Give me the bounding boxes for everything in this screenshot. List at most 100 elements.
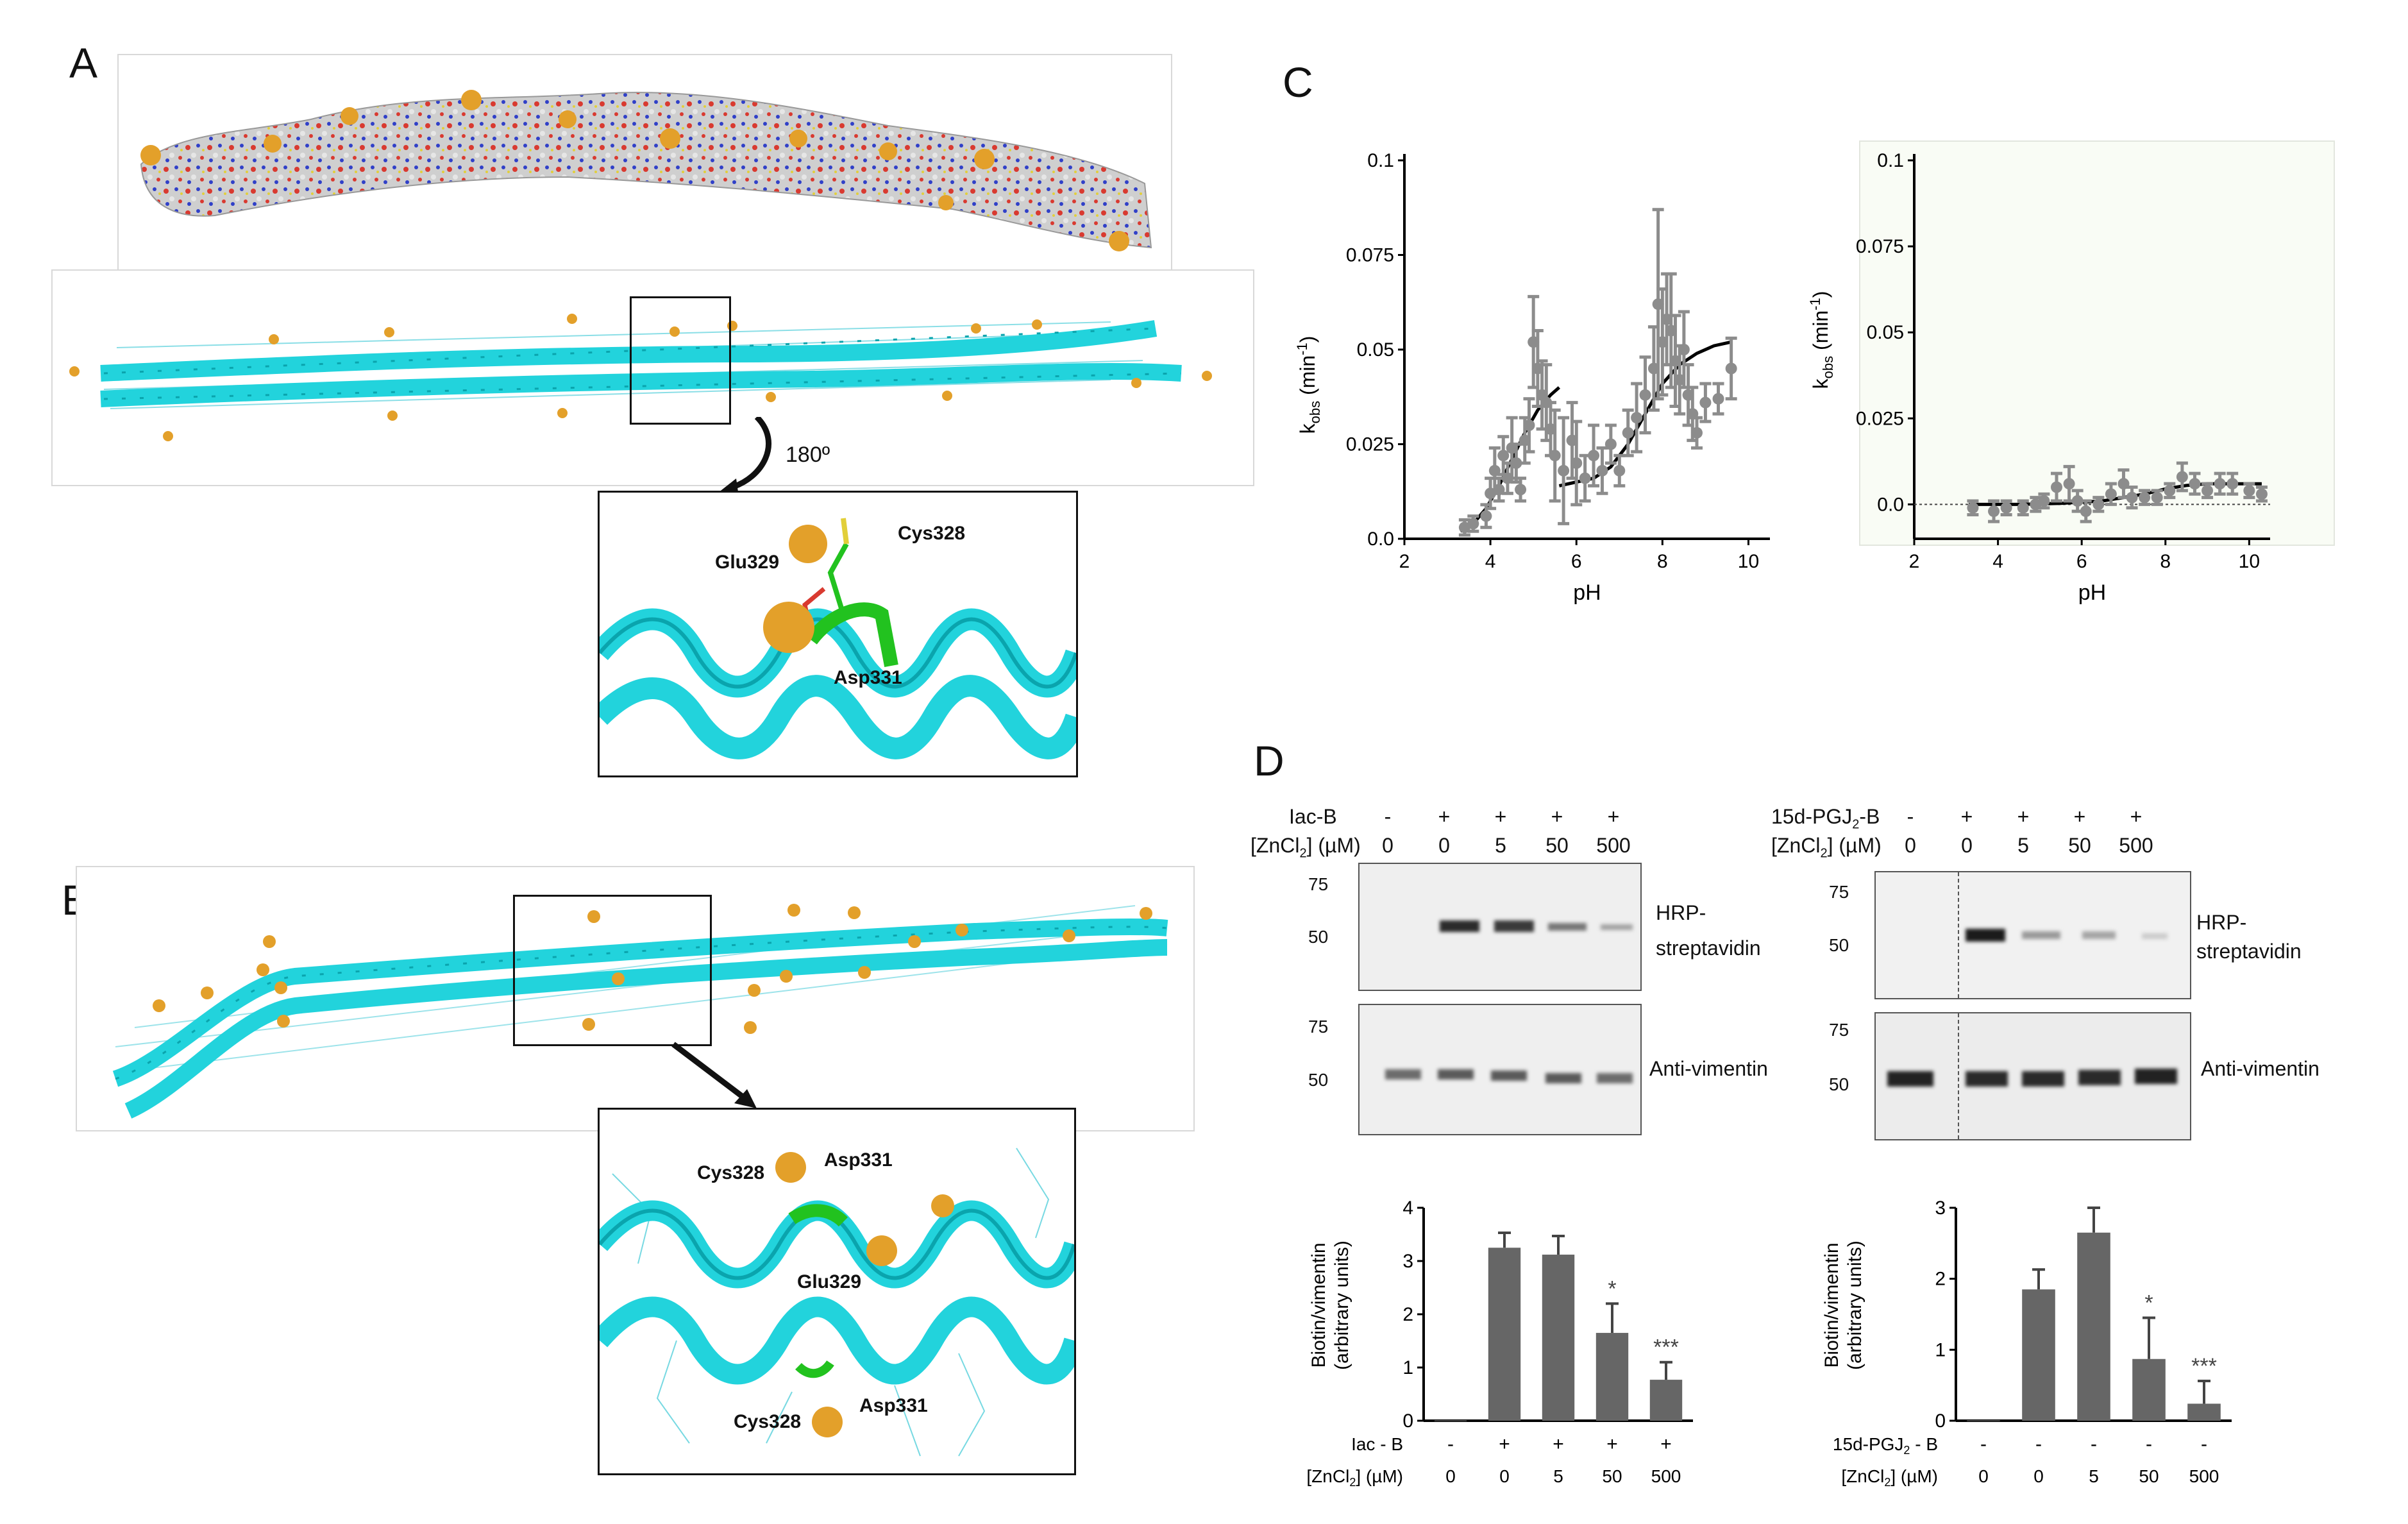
hrp-label-left-2: streptavidin (1656, 936, 1761, 960)
bar-conc-label: 0 (2033, 1466, 2044, 1486)
reagent-sign: - (1384, 805, 1392, 828)
data-point (2038, 495, 2050, 507)
data-point (2105, 488, 2117, 500)
significance-label: * (1608, 1276, 1616, 1301)
data-point (2214, 478, 2226, 490)
hrp-label-right-2: streptavidin (2196, 940, 2302, 963)
reagent-sign: + (1438, 805, 1451, 828)
bar-ylabel-right-2: (arbitrary units) (1844, 1240, 1865, 1370)
rotation-label: 180º (786, 443, 830, 467)
bar-conc-label: 0 (1978, 1466, 1989, 1486)
panel-label-a: A (69, 39, 98, 87)
bar-reagent-sign: - (1447, 1434, 1454, 1455)
zoom-inset-a (591, 491, 1087, 777)
data-point (1523, 419, 1535, 431)
x-tick-label: 4 (1992, 551, 2003, 572)
band (1491, 1071, 1527, 1081)
bar-conc-label: 50 (1602, 1466, 1622, 1486)
bar-reagent-sign: + (1660, 1434, 1672, 1455)
data-point (2126, 491, 2138, 504)
data-point (2255, 488, 2268, 500)
surface-structure-frame (117, 54, 1172, 272)
conc-value: 0 (1961, 834, 1973, 857)
y-tick-label: 0 (1402, 1410, 1413, 1432)
x-tick-label: 8 (2160, 551, 2171, 572)
data-point (2051, 481, 2062, 493)
x-tick-label: 2 (1399, 551, 1410, 572)
data-point (1579, 472, 1591, 484)
bar-ylabel-right-1: Biotin/vimentin (1821, 1242, 1842, 1367)
conc-label-right: [ZnCl2] (µM) (1771, 834, 1882, 861)
y-tick-label: 0.0 (1367, 529, 1394, 550)
bar (1649, 1380, 1683, 1421)
reagent-sign: + (2017, 805, 2030, 828)
bar-xlabel-conc-right: [ZnCl2] (µM) (1841, 1466, 1938, 1489)
bar-conc-label: 0 (1445, 1466, 1456, 1486)
band (1597, 1073, 1633, 1083)
data-point (1712, 393, 1724, 405)
bar (2132, 1359, 2166, 1421)
significance-label: *** (2191, 1354, 2217, 1378)
x-tick-label: 6 (2076, 551, 2087, 572)
residue-label-glu329: Glu329 (715, 552, 780, 573)
data-point (2000, 502, 2012, 514)
bar-reagent-sign: + (1606, 1434, 1618, 1455)
bar (1542, 1255, 1575, 1421)
reagent-sign-row-right: - + + + + (1882, 805, 2164, 831)
bar-reagent-sign: - (2091, 1434, 2097, 1455)
data-point (2139, 491, 2151, 504)
residue-label-asp331-top: Asp331 (824, 1149, 893, 1171)
band (2078, 1070, 2121, 1085)
rotation-arrow-icon (718, 417, 771, 496)
data-point (1588, 450, 1600, 462)
residue-label-asp331-bottom: Asp331 (859, 1395, 928, 1416)
bar-reagent-sign: - (1980, 1434, 1987, 1455)
y-tick-label: 0.1 (1877, 150, 1904, 171)
data-point (2092, 498, 2105, 511)
residue-label-asp331: Asp331 (834, 667, 902, 688)
data-point (2189, 478, 2201, 490)
reagent-sign: + (1607, 805, 1620, 828)
residue-label-cys328: Cys328 (898, 523, 966, 544)
protein-surface-image (140, 90, 1152, 251)
data-point (2176, 471, 2188, 483)
y-tick-label: 0.05 (1867, 322, 1904, 343)
vimentin-blot-right (1874, 1012, 2191, 1140)
zoom-region-box-a (630, 296, 731, 425)
data-point (1631, 412, 1643, 424)
residue-label-cys328-bottom: Cys328 (734, 1411, 802, 1432)
biotin-vimentin-bar-chart-right: Biotin/vimentin (arbitrary units) 15d-PG… (1821, 1198, 2232, 1489)
bar-reagent-sign: + (1553, 1434, 1564, 1455)
reagent-sign: + (2073, 805, 2086, 828)
reagent-sign: + (1494, 805, 1507, 828)
kobs-ph-chart-right: kobs (min-1) 2 4 6 8 10 0.0 0.025 0.05 0.075 0.1 p… (1807, 140, 2335, 605)
x-axis-label: pH (2078, 580, 2106, 605)
data-point (1596, 464, 1608, 477)
data-point (1467, 518, 1479, 530)
band (1440, 920, 1479, 932)
band (2142, 933, 2168, 939)
y-tick-label: 0.075 (1346, 245, 1394, 266)
conc-label-left: [ZnCl2] (µM) (1250, 834, 1361, 861)
x-tick-label: 2 (1909, 551, 1920, 572)
zoom-region-box-b (513, 895, 712, 1046)
bar-conc-label: 0 (1499, 1466, 1510, 1486)
mw-marker: 75 (1308, 874, 1329, 894)
y-tick-label: 2 (1935, 1269, 1946, 1290)
bar (1596, 1333, 1629, 1421)
data-point (1497, 450, 1510, 462)
band (1385, 1069, 1421, 1080)
significance-label: *** (1653, 1335, 1679, 1360)
x-tick-label: 8 (1657, 551, 1668, 572)
bar-conc-label: 500 (2189, 1466, 2219, 1486)
y-tick-label: 0 (1935, 1410, 1946, 1432)
data-point (1725, 362, 1737, 375)
conc-value: 0 (1438, 834, 1450, 857)
bar-conc-label: 5 (2089, 1466, 2099, 1486)
x-tick-label: 10 (1738, 551, 1759, 572)
conc-row-right: 0 0 5 50 500 (1882, 834, 2164, 859)
band (2135, 1069, 2177, 1084)
conc-value: 5 (2017, 834, 2029, 857)
zoom-cartoon-image-a (591, 518, 1087, 759)
data-point (2017, 502, 2029, 514)
